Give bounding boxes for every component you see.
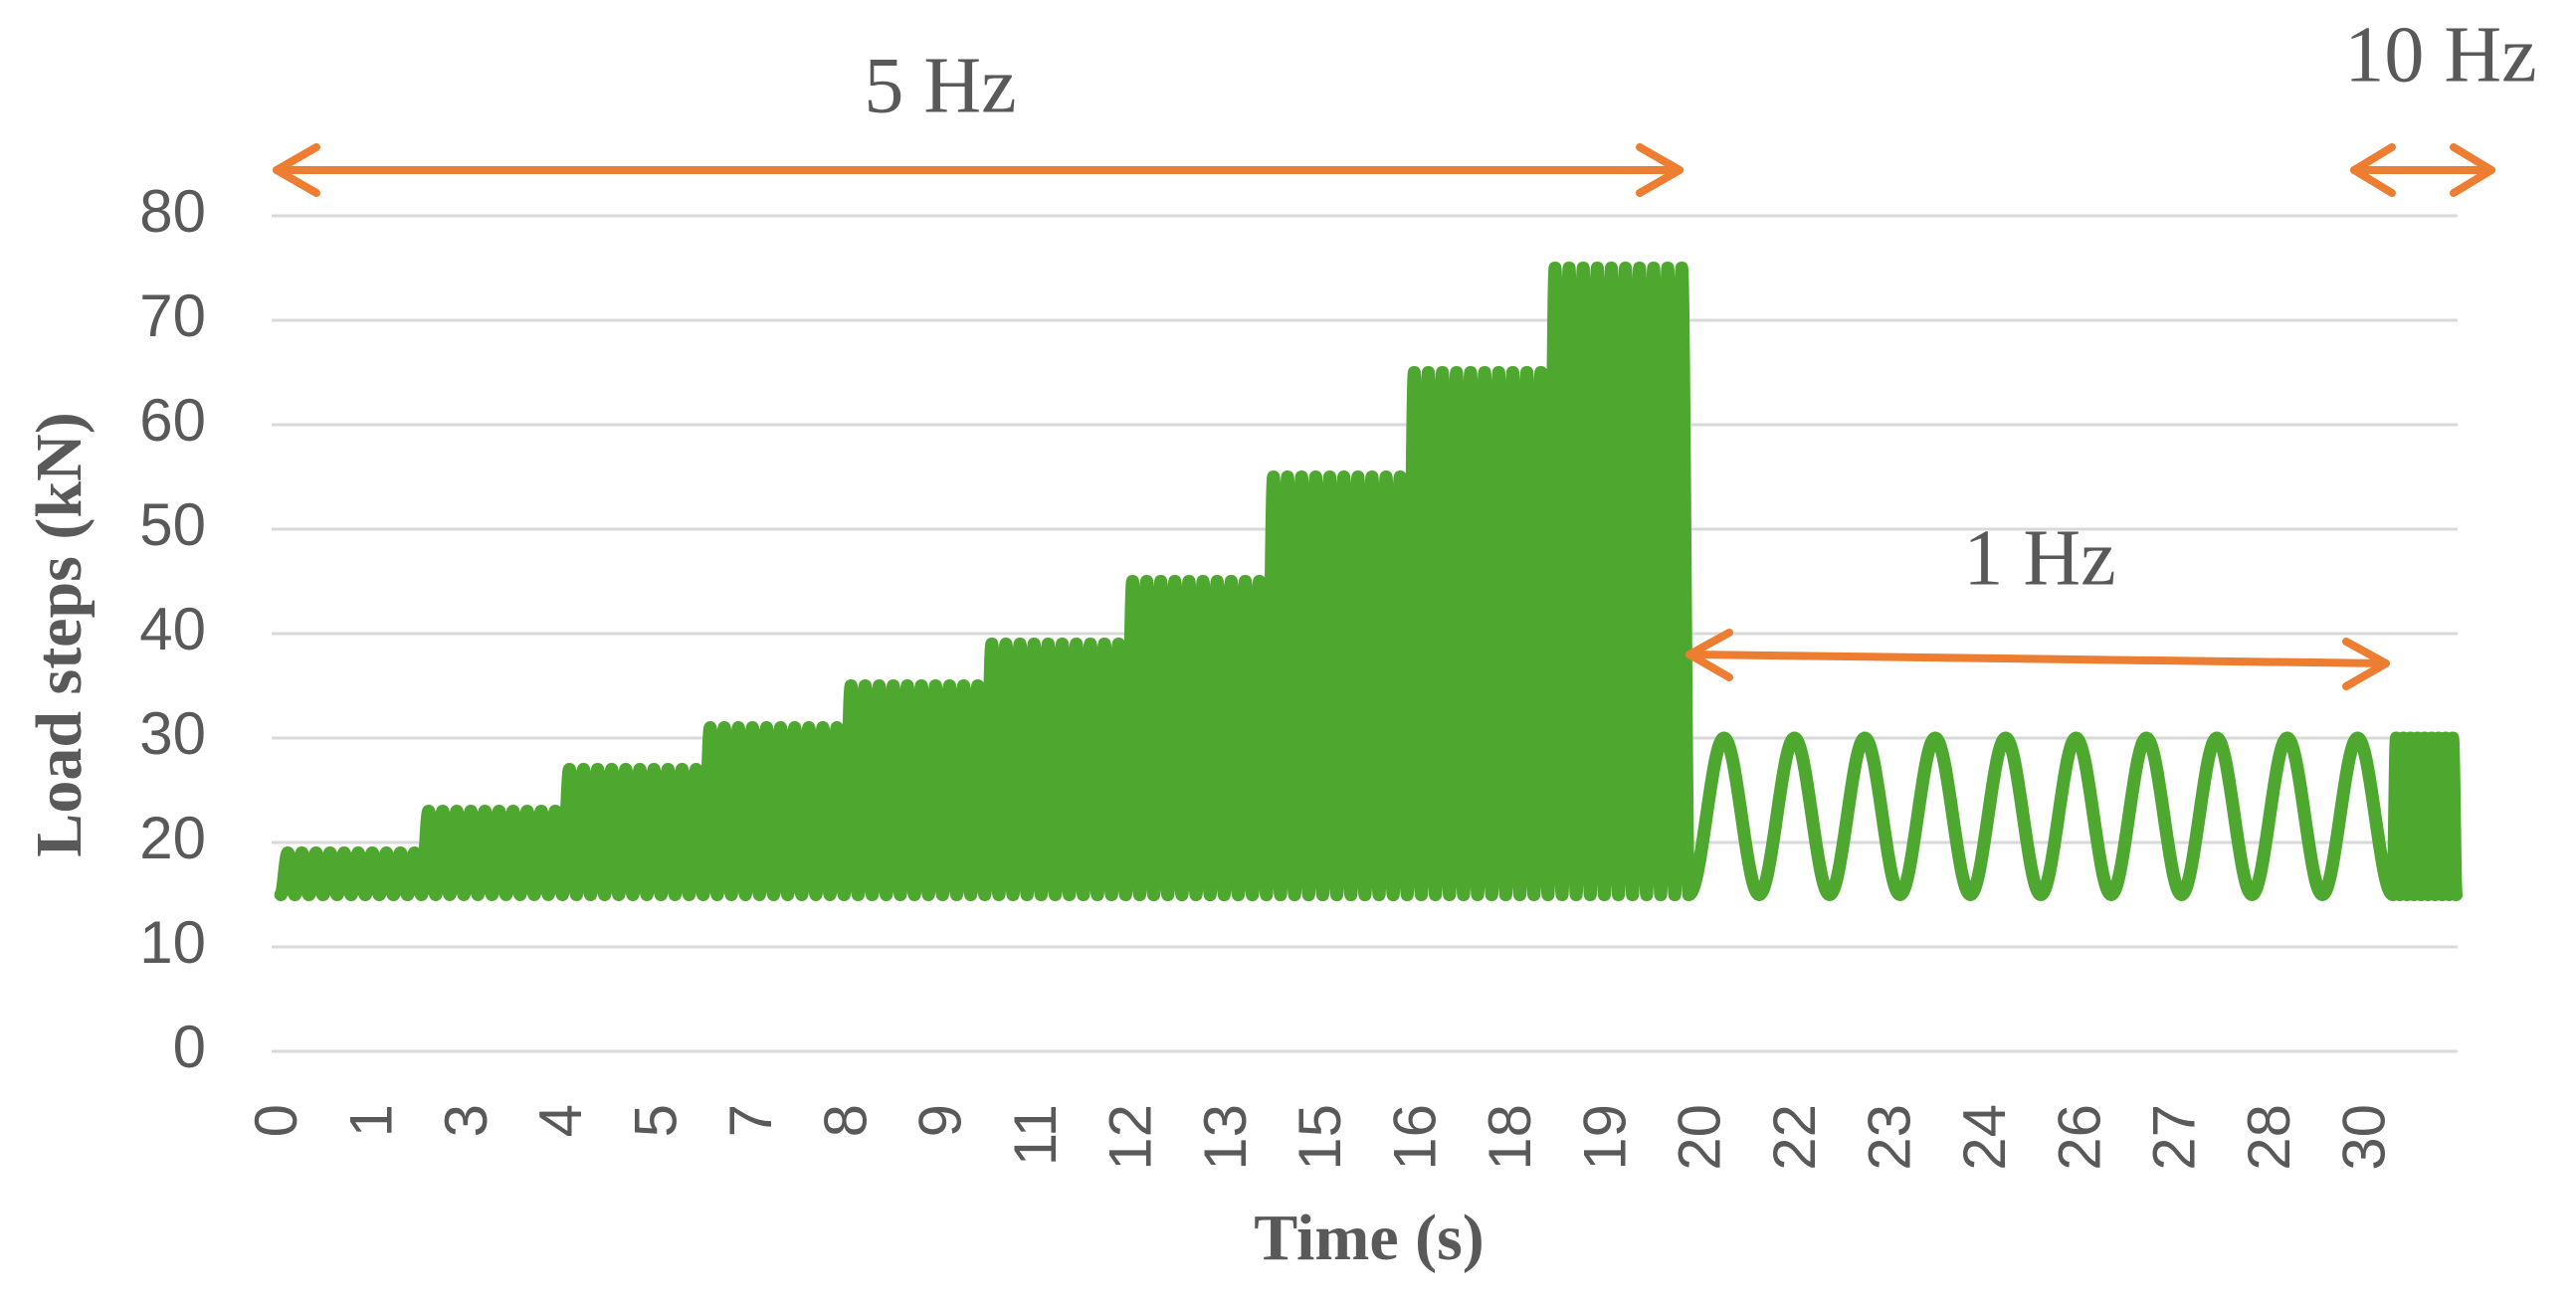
x-tick-label: 12 xyxy=(1096,1104,1163,1171)
annotation: 10 Hz xyxy=(2344,11,2536,98)
x-tick-label: 18 xyxy=(1477,1104,1543,1171)
x-tick-label: 11 xyxy=(1002,1104,1069,1166)
plot xyxy=(274,262,2464,901)
y-tick-label: 50 xyxy=(139,491,206,558)
x-tick-label: 3 xyxy=(433,1104,499,1137)
x-tick-label: 23 xyxy=(1857,1104,1923,1171)
annotation-arrow xyxy=(273,143,1684,197)
x-tick-label: 9 xyxy=(907,1104,974,1137)
y-tick-label: 40 xyxy=(139,596,206,662)
y-tick-label: 10 xyxy=(139,909,206,976)
x-tick-label: 0 xyxy=(243,1104,309,1137)
x-tick-label: 8 xyxy=(812,1104,879,1137)
x-tick-label: 28 xyxy=(2236,1104,2302,1171)
annotation-arrow xyxy=(1685,629,2390,690)
x-tick-label: 27 xyxy=(2141,1104,2208,1171)
x-tick-label: 22 xyxy=(1761,1104,1828,1171)
annotation-arrow xyxy=(2350,143,2495,197)
x-tick-label: 24 xyxy=(1951,1104,2018,1171)
x-tick-label: 4 xyxy=(527,1104,594,1137)
x-axis-title: Time (s) xyxy=(1254,1202,1485,1274)
y-tick-label: 60 xyxy=(139,387,206,454)
x-tick-label: 7 xyxy=(717,1104,784,1137)
x-tick-label: 30 xyxy=(2330,1104,2397,1171)
x-tick-label: 20 xyxy=(1667,1104,1733,1171)
line xyxy=(274,262,2464,901)
x-tick-label: 15 xyxy=(1287,1104,1353,1171)
y-axis-title: Load steps (kN) xyxy=(23,412,96,856)
x-tick-label: 16 xyxy=(1382,1104,1449,1171)
x-tick-label: 1 xyxy=(337,1104,404,1137)
y-tick-label: 70 xyxy=(139,282,206,349)
annotation: 1 Hz xyxy=(1963,514,2115,602)
x-tick-label: 19 xyxy=(1571,1104,1638,1171)
annotation: 5 Hz xyxy=(864,42,1016,129)
x-tick-label: 13 xyxy=(1192,1104,1259,1171)
y-tick-label: 80 xyxy=(139,178,206,245)
x-tick-label: 5 xyxy=(623,1104,690,1137)
y-tick-label: 30 xyxy=(139,700,206,767)
y-tick-label: 20 xyxy=(139,805,206,871)
y-tick-label: 0 xyxy=(173,1014,206,1080)
annotations: 5 Hz 1 Hz 10 Hz xyxy=(273,11,2537,690)
x-tick-label: 26 xyxy=(2046,1104,2112,1171)
